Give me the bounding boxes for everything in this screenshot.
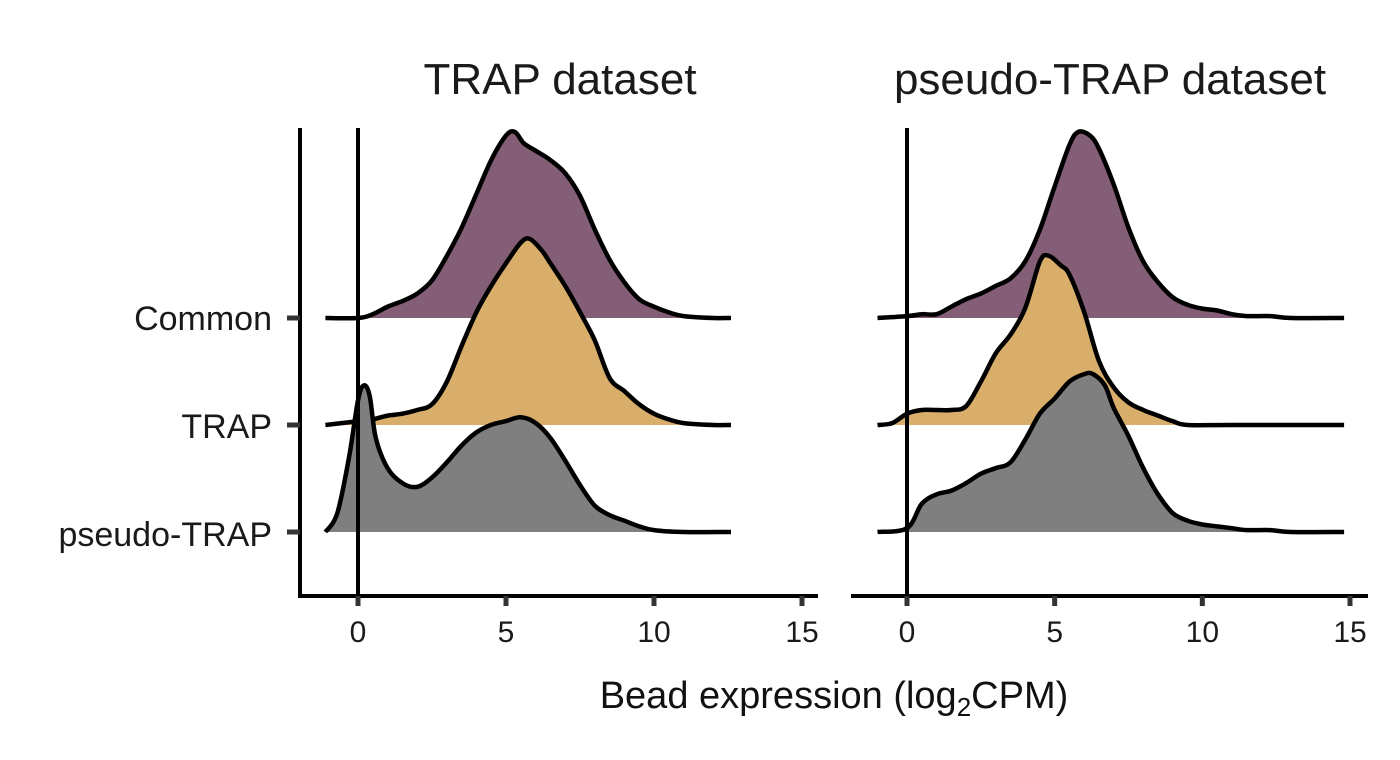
y-category-labels: Common TRAP pseudo-TRAP	[58, 300, 272, 554]
ridge-line-pseudo-trap	[323, 383, 732, 535]
panel-pseudo-trap-dataset: pseudo-TRAP dataset 0 5 10 15	[851, 55, 1368, 649]
x-tick-label: 5	[1046, 616, 1063, 649]
y-label-common: Common	[134, 300, 272, 338]
panel-trap-dataset: TRAP dataset 0 5 10 15	[287, 55, 819, 649]
x-tick-label: 5	[498, 616, 515, 649]
x-tick-label: 10	[637, 616, 670, 649]
ridge-line-trap	[877, 252, 1345, 428]
ridge-line-common	[877, 129, 1345, 321]
x-tick-label: 0	[899, 616, 916, 649]
ridge-fill-common	[877, 131, 1345, 319]
panel-title-pseudo-trap-dataset: pseudo-TRAP dataset	[894, 55, 1326, 104]
ridge-fill-pseudo-trap	[877, 372, 1345, 533]
panel-title-trap-dataset: TRAP dataset	[423, 55, 696, 104]
x-tick-label: 0	[350, 616, 367, 649]
ridge-line-trap	[325, 236, 732, 428]
ridge-fill-common	[325, 131, 731, 319]
x-tick-label: 15	[1333, 616, 1366, 649]
ridge-fill-trap	[877, 255, 1345, 426]
x-axis-title: Bead expression (log2CPM)	[600, 675, 1069, 722]
ridge-line-pseudo-trap	[877, 370, 1345, 535]
y-label-pseudo-trap: pseudo-TRAP	[58, 516, 272, 554]
ridge-fill-trap	[325, 238, 731, 426]
x-tick-label: 15	[785, 616, 818, 649]
y-label-trap: TRAP	[181, 408, 272, 446]
x-tick-label: 10	[1186, 616, 1219, 649]
ridge-line-common	[325, 129, 732, 321]
ridge-fill-pseudo-trap	[325, 385, 731, 533]
